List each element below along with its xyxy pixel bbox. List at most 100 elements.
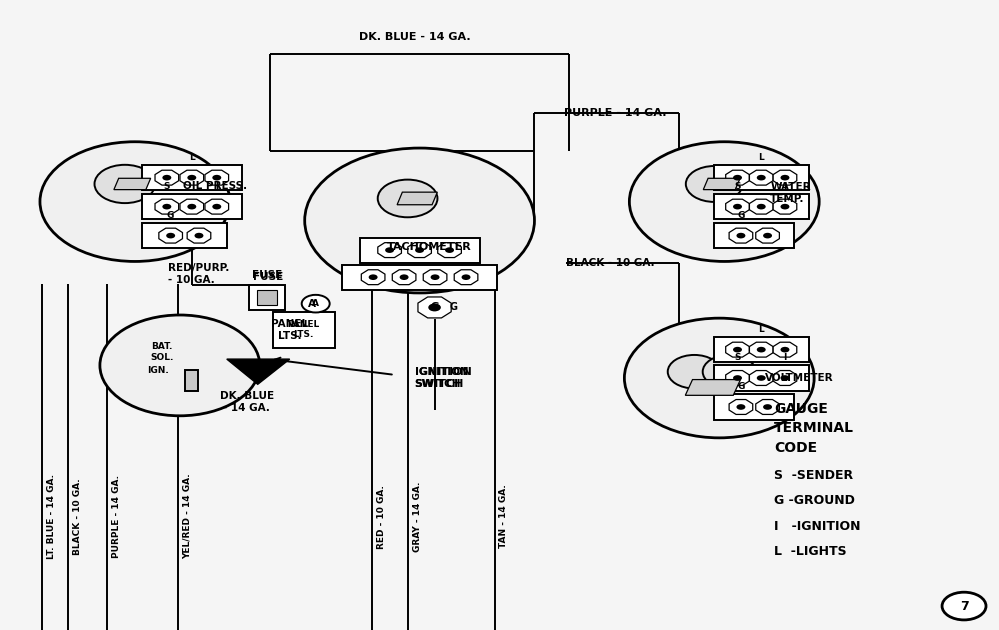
Circle shape <box>757 347 765 352</box>
Text: YEL/RED - 14 GA.: YEL/RED - 14 GA. <box>183 474 192 559</box>
Circle shape <box>429 304 441 311</box>
Bar <box>342 265 497 290</box>
Text: PANEL
LTS.: PANEL LTS. <box>271 319 309 341</box>
Circle shape <box>213 175 221 180</box>
Text: I   -IGNITION: I -IGNITION <box>774 520 861 532</box>
Text: S: S <box>734 182 741 191</box>
Circle shape <box>780 347 789 352</box>
Text: G: G <box>737 382 744 391</box>
Text: RED - 10 GA.: RED - 10 GA. <box>377 484 386 549</box>
Circle shape <box>736 233 745 238</box>
Polygon shape <box>703 178 740 190</box>
Text: L  -LIGHTS: L -LIGHTS <box>774 545 847 558</box>
Polygon shape <box>155 170 179 185</box>
Polygon shape <box>455 270 478 285</box>
Polygon shape <box>749 199 773 214</box>
Text: GAUGE
TERMINAL
CODE: GAUGE TERMINAL CODE <box>774 402 854 455</box>
Circle shape <box>733 375 742 381</box>
Circle shape <box>757 204 765 209</box>
Text: L: L <box>758 325 764 334</box>
Circle shape <box>667 355 721 389</box>
Circle shape <box>416 248 424 253</box>
Circle shape <box>163 175 171 180</box>
Polygon shape <box>408 243 432 258</box>
Circle shape <box>213 204 221 209</box>
Text: S: S <box>164 182 170 191</box>
Circle shape <box>386 248 394 253</box>
Polygon shape <box>749 170 773 185</box>
Polygon shape <box>187 228 211 243</box>
Polygon shape <box>180 170 204 185</box>
Circle shape <box>763 404 772 410</box>
Circle shape <box>446 248 454 253</box>
Circle shape <box>942 592 986 620</box>
Text: I: I <box>783 182 786 191</box>
Bar <box>713 165 809 190</box>
Text: FUSE: FUSE <box>252 270 282 280</box>
Text: IGNITION
SWITCH: IGNITION SWITCH <box>415 367 469 389</box>
Circle shape <box>733 347 742 352</box>
Bar <box>273 312 335 348</box>
Bar <box>142 194 242 219</box>
Circle shape <box>100 315 260 416</box>
Text: TAN - 14 GA.: TAN - 14 GA. <box>500 484 508 549</box>
Text: PURPLE - 14 GA.: PURPLE - 14 GA. <box>112 475 121 558</box>
Circle shape <box>780 175 789 180</box>
Polygon shape <box>393 270 416 285</box>
Text: SOL.: SOL. <box>150 353 174 362</box>
Circle shape <box>163 204 171 209</box>
Polygon shape <box>155 199 179 214</box>
Circle shape <box>736 404 745 410</box>
Text: G: G <box>431 302 439 312</box>
Polygon shape <box>205 199 229 214</box>
Polygon shape <box>438 243 462 258</box>
Circle shape <box>95 165 155 203</box>
Polygon shape <box>725 199 749 214</box>
Text: GRAY - 14 GA.: GRAY - 14 GA. <box>413 481 422 552</box>
Bar <box>185 370 198 391</box>
Text: G: G <box>737 211 744 220</box>
Text: BAT.: BAT. <box>151 342 173 351</box>
Polygon shape <box>362 270 385 285</box>
Polygon shape <box>227 359 290 384</box>
Polygon shape <box>180 199 204 214</box>
Text: PURPLE - 14 GA.: PURPLE - 14 GA. <box>564 108 667 118</box>
Text: A: A <box>312 299 320 308</box>
Polygon shape <box>729 399 752 415</box>
Circle shape <box>733 175 742 180</box>
Circle shape <box>624 318 814 438</box>
Text: FUSE: FUSE <box>253 272 283 282</box>
Text: I: I <box>783 353 786 362</box>
Text: G: G <box>450 302 458 312</box>
Polygon shape <box>773 342 797 357</box>
Text: I: I <box>215 182 219 191</box>
Polygon shape <box>418 297 452 318</box>
Text: RED/PURP.
- 10 GA.: RED/PURP. - 10 GA. <box>168 263 229 285</box>
Polygon shape <box>114 178 151 190</box>
Polygon shape <box>424 270 447 285</box>
Circle shape <box>780 204 789 209</box>
Circle shape <box>188 175 196 180</box>
Polygon shape <box>397 192 438 205</box>
Text: 7: 7 <box>960 600 968 612</box>
Text: WATER
TEMP.: WATER TEMP. <box>770 182 811 203</box>
Bar <box>714 394 794 420</box>
Polygon shape <box>725 370 749 386</box>
Circle shape <box>302 295 330 312</box>
Text: L: L <box>758 153 764 162</box>
Circle shape <box>462 275 471 280</box>
Bar <box>713 194 809 219</box>
Text: BLACK - 10 GA.: BLACK - 10 GA. <box>566 258 655 268</box>
Polygon shape <box>756 228 779 243</box>
Circle shape <box>629 142 819 261</box>
Circle shape <box>378 180 438 217</box>
Text: OIL PRESS.: OIL PRESS. <box>183 181 247 191</box>
Bar <box>713 337 809 362</box>
Text: S: S <box>734 353 741 362</box>
Circle shape <box>400 275 409 280</box>
Text: PANEL
LTS.: PANEL LTS. <box>288 320 320 339</box>
Polygon shape <box>773 199 797 214</box>
Circle shape <box>431 275 440 280</box>
Polygon shape <box>773 170 797 185</box>
Polygon shape <box>749 342 773 357</box>
